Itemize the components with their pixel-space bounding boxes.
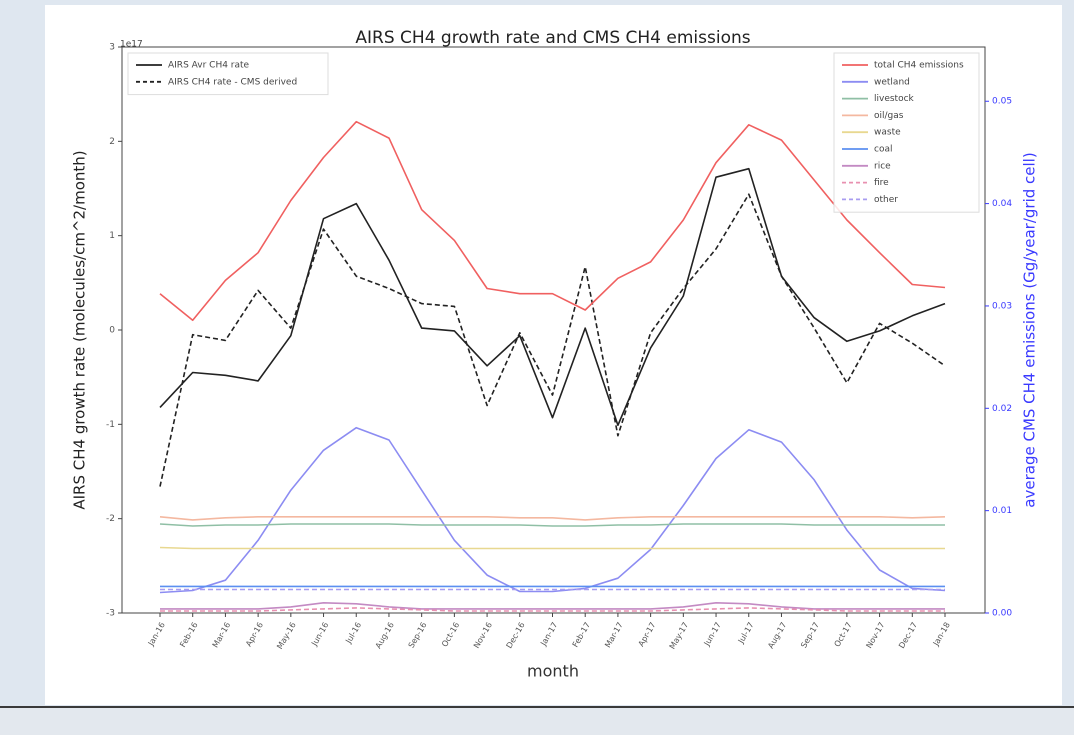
x-tick-label: Jan-18 — [931, 621, 952, 648]
footer-bar — [0, 706, 1074, 735]
legend-label: AIRS Avr CH4 rate — [168, 61, 250, 71]
legend: AIRS Avr CH4 rate AIRS CH4 rate - CMS der… — [127, 52, 329, 96]
y2-tick-label: 0.01 — [992, 506, 1012, 516]
x-tick-label: Feb-17 — [571, 621, 592, 649]
y-axis-label: AIRS CH4 growth rate (molecules/cm^2/mon… — [71, 150, 89, 509]
x-tick-label: Nov-16 — [472, 621, 494, 650]
legend-label: total CH4 emissions — [874, 61, 964, 71]
x-tick-label: Dec-16 — [505, 621, 527, 650]
series-line — [159, 516, 946, 521]
series-line — [159, 167, 946, 427]
x-tick-label: Aug-17 — [766, 621, 788, 650]
series-line — [159, 523, 945, 527]
x-tick-label: Jul-16 — [343, 621, 363, 646]
x-tick-label: Oct-17 — [833, 621, 854, 649]
x-tick-label: May-16 — [275, 621, 298, 651]
legend-label: other — [874, 195, 898, 205]
legend-box — [127, 52, 329, 96]
y2-tick-label: 0.05 — [992, 97, 1012, 107]
y-tick-label: -2 — [106, 514, 115, 524]
x-tick-label: Oct-16 — [440, 621, 461, 649]
x-tick-label: Nov-17 — [864, 621, 886, 650]
x-tick-label: Feb-16 — [178, 621, 199, 649]
x-tick-label: Mar-16 — [211, 621, 233, 649]
x-tick-label: Apr-17 — [637, 621, 658, 648]
x-tick-label: Dec-17 — [897, 621, 919, 650]
x-tick-label: Sep-17 — [799, 621, 821, 650]
y2-tick-label: 0.00 — [992, 609, 1012, 619]
x-tick-label: May-17 — [668, 621, 691, 651]
y2-tick-label: 0.02 — [992, 404, 1012, 414]
y-tick-label: -3 — [106, 609, 115, 619]
legend-label: AIRS CH4 rate - CMS derived — [168, 77, 297, 87]
x-tick-label: Mar-17 — [603, 621, 625, 649]
x-tick-label: Sep-16 — [407, 621, 429, 650]
y-tick-label: 2 — [109, 137, 115, 147]
series-line — [160, 607, 945, 612]
x-tick-label: Jul-17 — [736, 621, 756, 646]
y-offset-label: 1e17 — [120, 40, 143, 50]
legend-label: waste — [874, 128, 901, 138]
x-tick-label: Apr-16 — [244, 621, 265, 648]
series-line — [159, 426, 946, 594]
legend-label: coal — [874, 145, 892, 155]
legend-label: fire — [874, 178, 889, 188]
chart-title: AIRS CH4 growth rate and CMS CH4 emissio… — [355, 28, 750, 48]
y2-tick-label: 0.03 — [992, 301, 1012, 311]
series-line — [159, 193, 946, 487]
x-tick-label: Aug-16 — [374, 621, 396, 650]
series-line — [160, 602, 945, 610]
legend-label: oil/gas — [874, 111, 904, 121]
legend-label: wetland — [874, 77, 910, 87]
legend-label: rice — [874, 161, 891, 171]
series-line — [159, 546, 945, 550]
x-tick-label: Jun-17 — [702, 621, 723, 649]
x-axis-label: month — [527, 662, 579, 681]
y-tick-label: 0 — [109, 326, 115, 336]
y-tick-label: 3 — [109, 43, 115, 53]
x-tick-label: Jan-17 — [538, 621, 559, 648]
legend-label: livestock — [874, 94, 915, 104]
y-tick-label: 1 — [109, 231, 115, 241]
y2-axis-label: average CMS CH4 emissions (Gg/year/grid … — [1021, 152, 1039, 507]
series-line — [159, 120, 946, 322]
x-tick-label: Jun-16 — [309, 621, 330, 649]
y-tick-label: -1 — [106, 420, 115, 430]
legend: total CH4 emissions wetland livestock oil/g… — [833, 52, 980, 213]
x-tick-label: Jan-16 — [146, 621, 167, 648]
y2-tick-label: 0.04 — [992, 199, 1012, 209]
